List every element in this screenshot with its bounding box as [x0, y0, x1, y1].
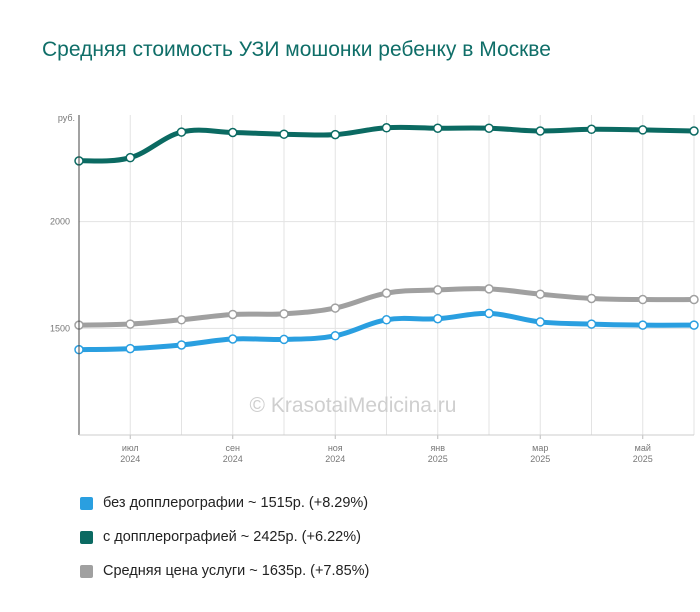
data-point	[638, 320, 648, 330]
x-tick-year: 2025	[530, 454, 550, 464]
x-tick-month: июл	[122, 443, 139, 453]
series	[74, 123, 699, 355]
x-tick-year: 2024	[325, 454, 345, 464]
x-tick-month: мар	[532, 443, 548, 453]
data-point	[433, 313, 443, 324]
data-point	[381, 123, 392, 133]
legend-label: без допплерографии ~ 1515р. (+8.29%)	[103, 495, 369, 511]
data-point	[484, 284, 494, 294]
data-point	[228, 127, 238, 138]
x-tick-year: 2025	[428, 454, 448, 464]
x-tick-labels: июл2024сен2024ноя2024янв2025мар2025май20…	[120, 435, 653, 464]
data-point	[484, 123, 494, 133]
watermark: © KrasotaiMedicina.ru	[250, 394, 457, 417]
data-point	[484, 308, 494, 319]
data-point	[176, 340, 187, 350]
legend-swatch	[80, 530, 93, 544]
data-point	[381, 288, 392, 298]
series-blue	[74, 308, 699, 355]
data-point	[638, 294, 648, 305]
data-point	[228, 309, 238, 320]
data-point	[279, 129, 289, 139]
data-point	[689, 320, 699, 330]
data-point	[125, 152, 135, 163]
y-tick-label: 1500	[50, 323, 70, 333]
data-point	[586, 124, 597, 135]
series-teal	[74, 123, 699, 166]
data-point	[535, 317, 545, 327]
data-point	[586, 293, 597, 304]
y-tick-labels: 1500 2000	[50, 217, 70, 334]
data-point	[689, 294, 699, 305]
data-point	[330, 303, 340, 313]
legend-item-gray[interactable]: Средняя цена услуги ~ 1635р. (+7.85%)	[80, 554, 369, 588]
data-point	[586, 319, 597, 329]
data-point	[125, 319, 135, 329]
data-point	[433, 285, 443, 295]
x-tick-year: 2024	[120, 454, 140, 464]
data-point	[176, 315, 187, 325]
x-tick-month: ноя	[328, 443, 343, 453]
legend-swatch	[80, 564, 93, 578]
legend: без допплерографии ~ 1515р. (+8.29%) с д…	[80, 486, 369, 588]
series-gray	[74, 284, 699, 330]
data-point	[125, 343, 135, 354]
x-tick-month: май	[635, 443, 651, 453]
legend-swatch	[80, 496, 93, 510]
legend-label: Средняя цена услуги ~ 1635р. (+7.85%)	[103, 563, 370, 579]
legend-item-blue[interactable]: без допплерографии ~ 1515р. (+8.29%)	[80, 486, 369, 520]
x-tick-year: 2024	[223, 454, 243, 464]
legend-item-teal[interactable]: с допплерографией ~ 2425р. (+6.22%)	[80, 520, 369, 554]
y-unit-label: руб.	[58, 113, 75, 123]
chart-title: Средняя стоимость УЗИ мошонки ребенку в …	[42, 38, 551, 61]
data-point	[176, 127, 187, 137]
data-point	[279, 309, 289, 319]
x-tick-month: сен	[226, 443, 241, 453]
data-point	[433, 123, 443, 133]
data-point	[228, 334, 238, 344]
legend-label: с допплерографией ~ 2425р. (+6.22%)	[103, 529, 361, 545]
data-point	[638, 125, 648, 135]
x-tick-year: 2025	[633, 454, 653, 464]
data-point	[279, 334, 289, 345]
data-point	[330, 331, 340, 341]
y-tick-label: 2000	[50, 217, 70, 227]
data-point	[689, 126, 699, 136]
data-point	[535, 126, 545, 136]
data-point	[381, 315, 392, 325]
data-point	[535, 289, 545, 299]
data-point	[330, 129, 340, 140]
grid	[79, 115, 695, 435]
x-tick-month: янв	[430, 443, 445, 453]
axes	[78, 115, 694, 436]
